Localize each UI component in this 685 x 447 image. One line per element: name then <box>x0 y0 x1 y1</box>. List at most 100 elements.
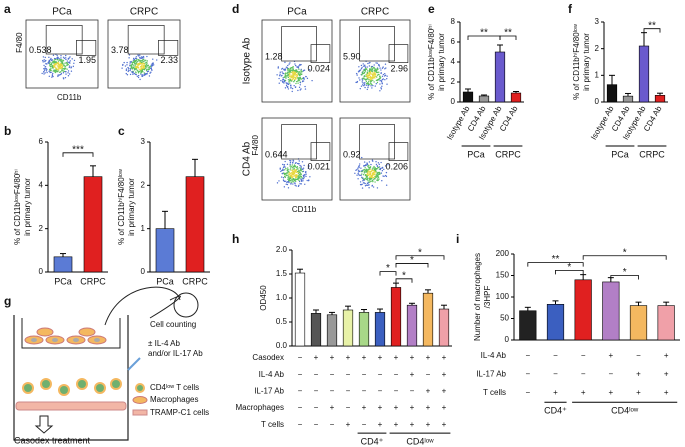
table-cell: − <box>362 420 367 429</box>
event-dot <box>293 171 295 173</box>
event-dot <box>297 73 300 75</box>
event-dot <box>129 63 131 65</box>
significance-label: ** <box>480 28 488 39</box>
event-dot <box>375 175 377 177</box>
event-dot <box>368 168 370 171</box>
y-tick-label: 1.0 <box>276 293 288 302</box>
event-dot <box>296 178 299 181</box>
event-dot <box>364 66 367 68</box>
event-dot <box>145 69 148 72</box>
group-label: CD4⁺ <box>361 437 384 447</box>
event-dot <box>278 180 280 182</box>
event-dot <box>362 173 365 176</box>
event-dot <box>298 77 300 80</box>
event-dot <box>142 62 145 65</box>
row-label: Casodex <box>252 353 284 362</box>
event-dot <box>59 59 61 62</box>
event-dot <box>378 76 381 78</box>
event-dot <box>361 169 363 172</box>
table-cell: + <box>442 370 447 379</box>
event-dot <box>372 167 374 169</box>
event-dot <box>378 65 381 67</box>
event-dot <box>292 183 294 185</box>
event-dot <box>298 71 301 73</box>
event-dot <box>48 60 51 62</box>
event-dot <box>382 66 384 68</box>
group-label: CD4ˡᵒʷ <box>611 406 639 416</box>
y-tick-label: 0 <box>451 97 456 106</box>
event-dot <box>309 176 311 178</box>
y-axis-label: % of CD11bˡᵒʷF4/80ʰⁱ <box>427 24 436 100</box>
event-dot <box>362 169 364 171</box>
event-dot <box>67 70 70 72</box>
event-dot <box>58 74 61 76</box>
event-dot <box>368 174 370 176</box>
event-dot <box>64 62 66 64</box>
significance-label: * <box>418 247 422 258</box>
event-dot <box>379 77 381 80</box>
gate-percent: 3.78 <box>111 45 129 55</box>
event-dot <box>370 66 373 68</box>
event-dot <box>50 69 52 71</box>
event-dot <box>290 69 292 72</box>
event-dot <box>282 169 284 171</box>
legend-icon <box>132 409 148 416</box>
event-dot <box>132 70 134 72</box>
event-dot <box>383 168 385 171</box>
event-dot <box>61 68 63 70</box>
event-dot <box>297 176 299 178</box>
event-dot <box>60 55 62 57</box>
bar <box>83 176 103 273</box>
table-cell: − <box>346 387 351 396</box>
event-dot <box>65 73 67 75</box>
y-tick-label: 0.5 <box>276 317 288 326</box>
event-dot <box>282 163 284 166</box>
bar <box>519 310 537 341</box>
event-dot <box>304 171 307 174</box>
event-dot <box>290 174 293 177</box>
event-dot <box>69 56 71 58</box>
event-dot <box>296 168 298 171</box>
event-dot <box>134 65 136 67</box>
event-dot <box>376 176 378 178</box>
event-dot <box>365 84 368 86</box>
event-dot <box>375 75 377 77</box>
event-dot <box>299 78 302 80</box>
event-dot <box>135 73 137 76</box>
event-dot <box>366 66 368 68</box>
event-dot <box>288 171 290 173</box>
event-dot <box>291 79 294 81</box>
table-cell: + <box>394 420 399 429</box>
panel-letter: e <box>428 2 435 16</box>
event-dot <box>373 179 375 181</box>
event-dot <box>279 167 281 169</box>
event-dot <box>367 86 369 89</box>
event-dot <box>304 88 307 90</box>
event-dot <box>46 68 48 71</box>
event-dot <box>362 65 365 67</box>
event-dot <box>52 70 54 72</box>
event-dot <box>53 59 56 61</box>
event-dot <box>49 65 51 68</box>
event-dot <box>369 172 371 174</box>
significance-bracket <box>527 262 584 267</box>
significance-label: * <box>410 255 414 266</box>
table-cell: + <box>394 353 399 362</box>
bar <box>185 176 205 273</box>
row-label: Macrophages <box>236 403 284 412</box>
gate <box>127 25 165 55</box>
event-dot <box>385 171 388 174</box>
event-dot <box>281 74 283 77</box>
event-dot <box>369 181 371 183</box>
event-dot <box>288 181 290 184</box>
event-dot <box>288 171 291 174</box>
y-tick-label: 200 <box>496 249 510 258</box>
event-dot <box>137 76 140 79</box>
y-axis-label: % of CD11bʰⁱF4/80ˡᵒʷ <box>572 24 581 100</box>
event-dot <box>56 65 59 67</box>
event-dot <box>288 180 291 182</box>
table-cell: + <box>442 403 447 412</box>
event-dot <box>299 183 301 185</box>
event-dot <box>64 65 67 67</box>
event-dot <box>280 170 282 173</box>
